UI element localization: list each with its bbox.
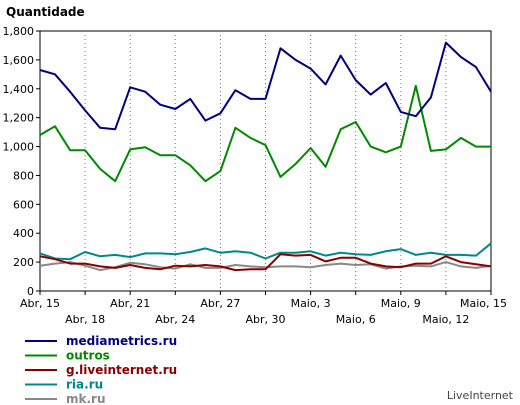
x-tick-label: Abr, 18 [65, 313, 105, 326]
y-tick-label: 1,000 [3, 141, 35, 154]
x-tick-label: Abr, 24 [155, 313, 195, 326]
series-line-mediametrics-ru [39, 41, 492, 131]
legend-label-g-liveinternet-ru: g.liveinternet.ru [66, 363, 177, 377]
series-line-g-liveinternet-ru [39, 253, 492, 272]
x-tick-label: Maio, 3 [291, 297, 331, 310]
series-line-ria-ru [39, 242, 492, 261]
series-line-outros [39, 84, 491, 183]
x-tick-label: Maio, 9 [381, 297, 421, 310]
legend: mediametrics.ruoutrosg.liveinternet.ruri… [25, 334, 177, 405]
y-tick-label: 200 [13, 256, 34, 269]
x-tick-label: Abr, 30 [245, 313, 285, 326]
y-tick-label: 400 [13, 227, 34, 240]
legend-label-mk-ru: mk.ru [66, 392, 106, 405]
legend-label-mediametrics-ru: mediametrics.ru [66, 334, 177, 348]
y-tick-label: 1,800 [3, 25, 35, 38]
y-tick-label: 1,400 [3, 83, 35, 96]
y-tick-label: 1,200 [3, 112, 35, 125]
y-axis: 0 200 400 600 800 1,000 1,200 1,400 1,600 1,800 [3, 25, 40, 298]
x-axis: Abr, 15 Abr, 21 Abr, 27 Maio, 3 Maio, 9 Maio,… [20, 291, 507, 326]
chart-title: Quantidade [6, 5, 85, 19]
x-tick-label: Maio, 12 [422, 313, 469, 326]
x-tick-label: Maio, 6 [336, 313, 376, 326]
y-tick-label: 0 [27, 285, 34, 298]
x-tick-label: Maio, 15 [460, 297, 507, 310]
series-lines [39, 41, 492, 272]
legend-label-ria-ru: ria.ru [66, 378, 103, 392]
credit-label: LiveInternet [447, 389, 514, 402]
y-tick-label: 600 [13, 198, 34, 211]
y-tick-label: 800 [13, 169, 34, 182]
x-tick-label: Abr, 21 [110, 297, 150, 310]
grid [84, 31, 447, 291]
y-tick-label: 1,600 [3, 54, 35, 67]
x-tick-label: Abr, 27 [200, 297, 240, 310]
x-tick-label: Abr, 15 [20, 297, 60, 310]
legend-label-outros: outros [66, 349, 110, 363]
